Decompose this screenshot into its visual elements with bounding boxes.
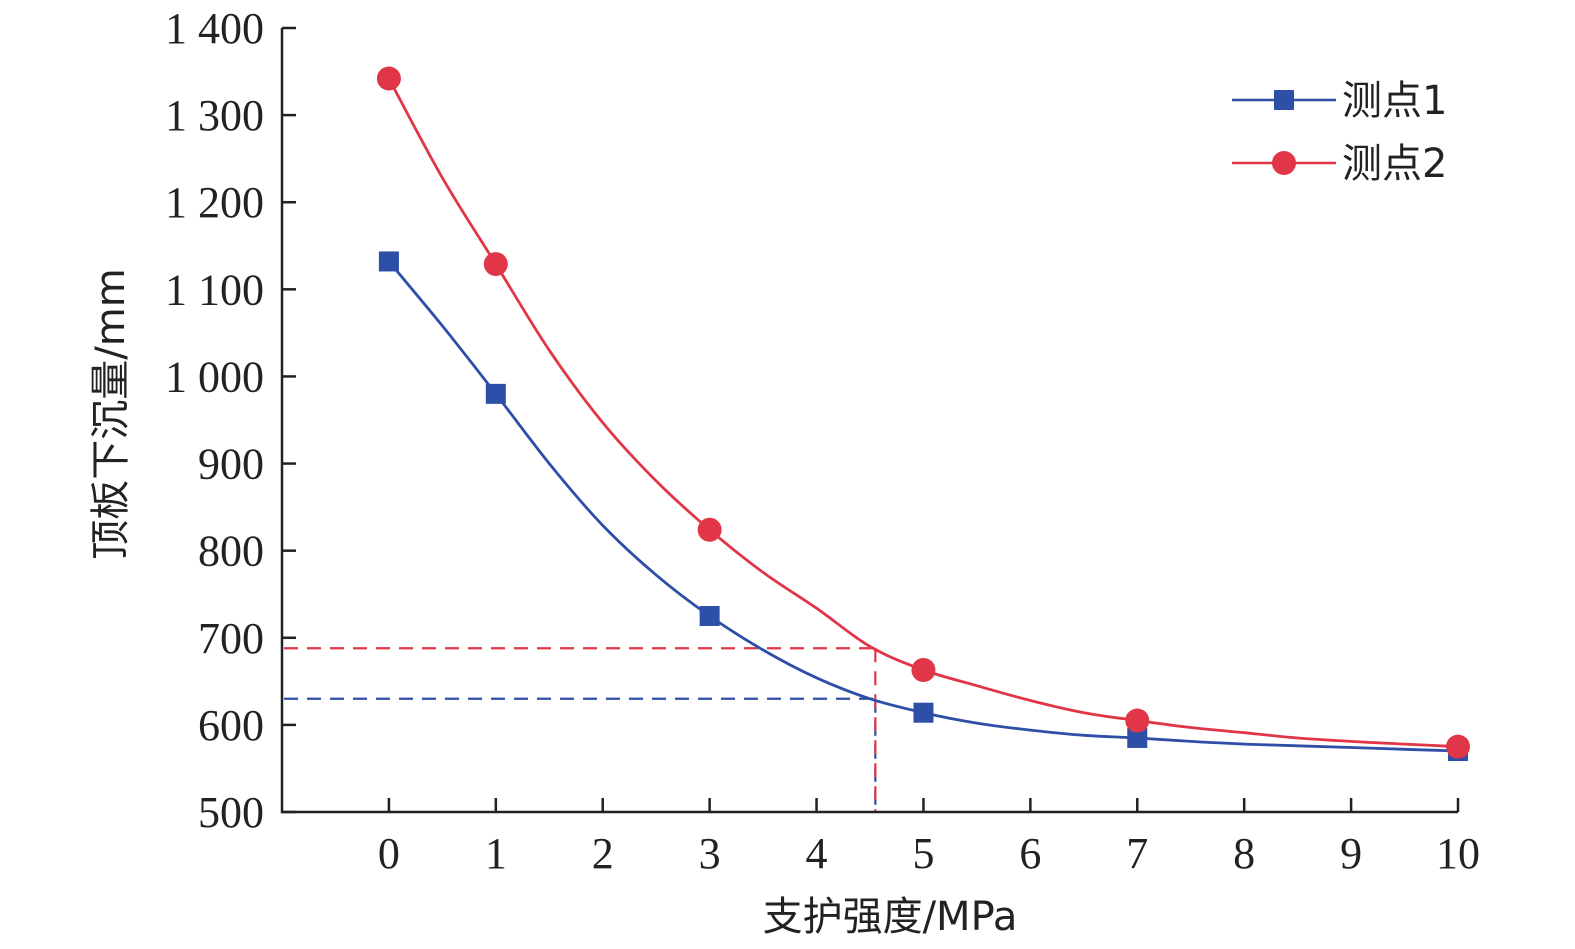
legend-label-series-2: 测点2 (1342, 141, 1447, 187)
x-tick-label: 2 (592, 829, 614, 878)
data-point-square (485, 383, 506, 404)
legend-item-series-1: 测点1 (1232, 78, 1447, 124)
x-tick-label: 9 (1340, 829, 1362, 878)
data-point-square (1127, 727, 1148, 748)
series-1 (378, 251, 1468, 762)
series-line-1 (387, 260, 1459, 753)
data-point-square (913, 702, 934, 723)
legend-marker-square (1274, 90, 1294, 110)
y-tick-label: 1 400 (165, 4, 264, 53)
legend-label-series-1: 测点1 (1342, 78, 1447, 124)
x-tick-label: 0 (378, 829, 400, 878)
y-tick-label: 1 000 (165, 352, 264, 401)
data-point-circle (1125, 708, 1150, 733)
y-tick-label: 800 (198, 527, 264, 576)
series-layer (376, 66, 1470, 762)
reference-lines-layer (284, 647, 877, 812)
y-tick-label: 1 100 (165, 265, 264, 314)
data-point-circle (483, 252, 508, 277)
data-point-circle (911, 658, 936, 683)
y-tick-label: 600 (198, 701, 264, 750)
x-tick-label: 1 (485, 829, 507, 878)
y-tick-label: 900 (198, 440, 264, 489)
y-tick-label: 700 (198, 614, 264, 663)
y-axis-title: 顶板下沉量/mm (88, 268, 134, 559)
y-tick-label: 1 200 (165, 178, 264, 227)
y-tick-label: 500 (198, 788, 264, 837)
x-tick-label: 10 (1436, 829, 1480, 878)
x-tick-label: 8 (1233, 829, 1255, 878)
x-tick-label: 7 (1126, 829, 1148, 878)
y-tick-label: 1 300 (165, 91, 264, 140)
legend-item-series-2: 测点2 (1232, 141, 1447, 187)
data-point-square (378, 251, 399, 272)
x-tick-label: 5 (912, 829, 934, 878)
series-line-2 (387, 77, 1459, 749)
data-point-circle (1446, 734, 1470, 759)
legend: 测点1 测点2 (1232, 78, 1447, 187)
x-axis-title: 支护强度/MPa (763, 894, 1018, 940)
series-2 (376, 66, 1470, 759)
data-point-circle (697, 517, 722, 542)
x-tick-label: 3 (699, 829, 721, 878)
axes-layer (280, 28, 1458, 814)
data-point-square (699, 606, 720, 626)
x-tick-label: 4 (806, 829, 828, 878)
x-tick-label: 6 (1019, 829, 1041, 878)
data-point-circle (376, 66, 401, 91)
legend-marker-circle (1272, 151, 1296, 175)
